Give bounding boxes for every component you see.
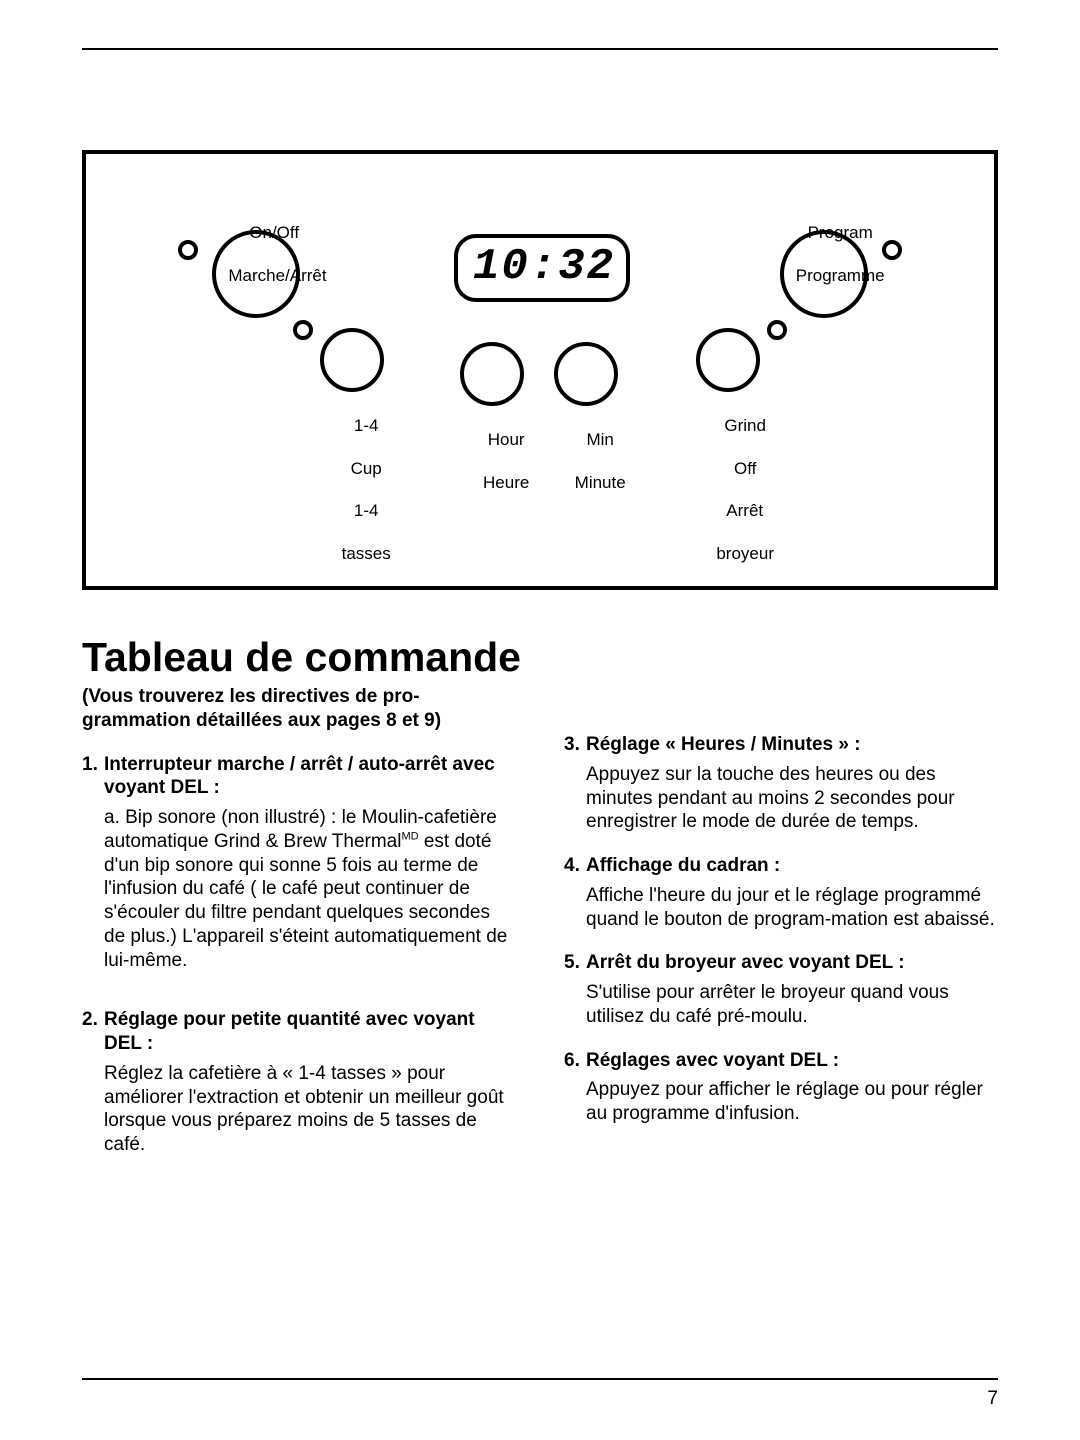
label-cup-line4: tasses	[342, 544, 391, 563]
item-2-head: 2. Réglage pour petite quantité avec voy…	[82, 1008, 516, 1056]
item-2-title: Réglage pour petite quantité avec voyant…	[104, 1008, 516, 1056]
item-1-head: 1. Interrupteur marche / arrêt / auto-ar…	[82, 753, 516, 801]
clock-display: 10:32	[458, 240, 630, 295]
item-3-num: 3.	[564, 733, 586, 757]
item-1-sup: MD	[401, 830, 418, 842]
item-2-body: Réglez la cafetière à « 1-4 tasses » pou…	[104, 1062, 516, 1157]
item-1-num: 1.	[82, 753, 104, 801]
item-3-body: Appuyez sur la touche des heures ou des …	[586, 763, 998, 834]
item-6-body: Appuyez pour afficher le réglage ou pour…	[586, 1078, 998, 1126]
label-cup-line3: 1-4	[354, 501, 379, 520]
top-rule	[82, 48, 998, 50]
page: On/Off Marche/Arrêt Program Programme 10…	[0, 0, 1080, 1440]
item-4-head: 4. Affichage du cadran :	[564, 854, 998, 878]
label-onoff-line1: On/Off	[249, 223, 299, 242]
item-1-body: a. Bip sonore (non illustré) : le Moulin…	[104, 806, 516, 972]
item-6-head: 6. Réglages avec voyant DEL :	[564, 1049, 998, 1073]
item-3-title: Réglage « Heures / Minutes » :	[586, 733, 861, 757]
label-grind-line2: Off	[734, 459, 756, 478]
item-2-num: 2.	[82, 1008, 104, 1056]
label-onoff: On/Off Marche/Arrêt	[200, 201, 320, 307]
right-column: 3. Réglage « Heures / Minutes » : Appuye…	[564, 685, 998, 1157]
label-onoff-line2: Marche/Arrêt	[228, 266, 326, 285]
label-hour: Hour Heure	[452, 408, 532, 514]
label-cup-line2: Cup	[351, 459, 382, 478]
item-3-head: 3. Réglage « Heures / Minutes » :	[564, 733, 998, 757]
label-grind-line1: Grind	[724, 416, 766, 435]
item-4-title: Affichage du cadran :	[586, 854, 780, 878]
intro-text: (Vous trouverez les directives de pro-gr…	[82, 685, 516, 733]
item-5-head: 5. Arrêt du broyeur avec voyant DEL :	[564, 951, 998, 975]
label-cup: 1-4 Cup 1-4 tasses	[312, 394, 392, 585]
item-1-title: Interrupteur marche / arrêt / auto-arrêt…	[104, 753, 516, 801]
label-min: Min Minute	[546, 408, 626, 514]
label-grind-line4: broyeur	[716, 544, 774, 563]
label-grind: Grind Off Arrêt broyeur	[681, 394, 781, 585]
page-title: Tableau de commande	[82, 634, 998, 681]
label-hour-line2: Heure	[483, 473, 529, 492]
item-5-title: Arrêt du broyeur avec voyant DEL :	[586, 951, 905, 975]
page-number: 7	[987, 1388, 998, 1410]
label-min-line1: Min	[586, 430, 613, 449]
label-program-line2: Programme	[796, 266, 885, 285]
item-5-num: 5.	[564, 951, 586, 975]
item-5-body: S'utilise pour arrêter le broyeur quand …	[586, 981, 998, 1029]
item-4-num: 4.	[564, 854, 586, 878]
control-panel-diagram: On/Off Marche/Arrêt Program Programme 10…	[82, 150, 998, 590]
label-cup-line1: 1-4	[354, 416, 379, 435]
columns: (Vous trouverez les directives de pro-gr…	[82, 685, 998, 1157]
label-hour-line1: Hour	[488, 430, 525, 449]
left-column: (Vous trouverez les directives de pro-gr…	[82, 685, 516, 1157]
label-program: Program Programme	[766, 201, 886, 307]
item-4-body: Affiche l'heure du jour et le réglage pr…	[586, 884, 998, 932]
item-6-title: Réglages avec voyant DEL :	[586, 1049, 839, 1073]
label-min-line2: Minute	[575, 473, 626, 492]
bottom-rule	[82, 1378, 998, 1380]
label-grind-line3: Arrêt	[726, 501, 763, 520]
item-6-num: 6.	[564, 1049, 586, 1073]
label-program-line1: Program	[808, 223, 873, 242]
